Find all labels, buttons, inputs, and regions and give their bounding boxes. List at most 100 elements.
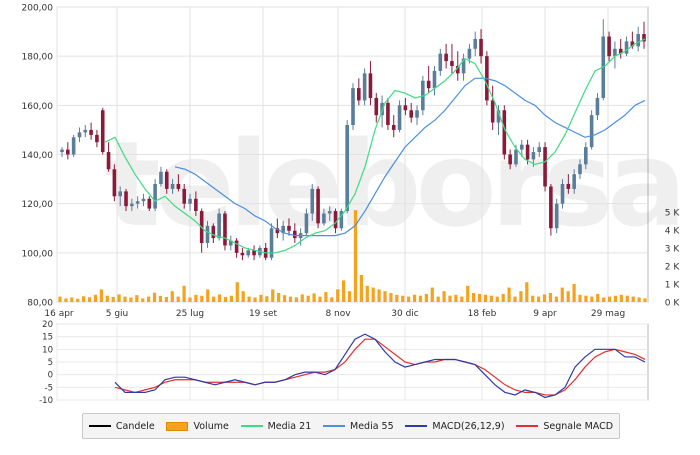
volume-bar — [418, 295, 423, 302]
volume-bar — [99, 289, 103, 302]
volume-bar — [259, 294, 263, 302]
candle-body — [455, 66, 460, 74]
legend-item-ma55[interactable]: Media 55 — [323, 421, 394, 432]
candle-body — [566, 184, 571, 189]
price-y-tick-label: 140,00 — [22, 151, 54, 161]
ma21-swatch — [240, 425, 263, 427]
volume-y-tick-label: 5 K — [665, 209, 681, 219]
candle-body — [293, 230, 297, 239]
candle-body — [467, 48, 472, 59]
volume-bar — [596, 293, 600, 302]
volume-bar — [265, 296, 269, 302]
candle-body — [188, 198, 192, 204]
volume-bar — [519, 291, 523, 302]
volume-bar — [578, 294, 582, 302]
candle-body — [77, 132, 82, 138]
legend-item-signal[interactable]: Segnale MACD — [516, 421, 613, 432]
volume-bar — [566, 291, 570, 302]
candle-body — [525, 144, 530, 160]
volume-bar — [513, 296, 517, 302]
candle-body — [584, 147, 588, 165]
price-y-tick-label: 160,00 — [22, 102, 54, 112]
volume-bar — [412, 294, 417, 302]
chart-legend: Candele Volume Media 21 Media 55 MACD(26… — [82, 413, 620, 439]
volume-bar — [347, 291, 352, 302]
volume-bar — [602, 297, 606, 302]
x-tick-label: 25 lug — [176, 309, 204, 319]
candle-body — [310, 188, 315, 214]
volume-bar — [277, 293, 281, 302]
candle-body — [642, 34, 646, 42]
volume-bar — [572, 284, 576, 302]
candle-body — [287, 225, 291, 231]
volume-bar — [182, 285, 186, 302]
candle-body — [479, 38, 483, 57]
candle-body — [345, 125, 349, 212]
legend-item-candles[interactable]: Candele — [88, 421, 155, 432]
candle-body — [397, 105, 402, 130]
candles-swatch — [88, 425, 111, 427]
volume-bar — [489, 295, 493, 302]
candle-body — [327, 211, 332, 214]
volume-bar — [294, 297, 298, 302]
volume-bar — [625, 295, 629, 302]
volume-bar — [247, 296, 251, 302]
volume-bar — [141, 298, 145, 302]
candle-body — [496, 110, 501, 123]
volume-bar — [217, 294, 222, 302]
volume-bar — [87, 297, 92, 302]
volume-y-tick-label: 0 K — [665, 299, 681, 309]
volume-bar — [212, 296, 216, 302]
volume-y-tick-label: 1 K — [665, 281, 681, 291]
volume-bar — [306, 295, 310, 302]
candle-body — [607, 36, 611, 57]
volume-bar — [164, 296, 168, 302]
macd-y-tick-label: -10 — [39, 396, 53, 406]
volume-bar — [448, 295, 452, 302]
candle-body — [473, 38, 478, 49]
x-tick-label: 29 mag — [591, 309, 625, 319]
candle-body — [630, 41, 635, 47]
volume-bar — [223, 296, 228, 302]
volume-bar — [253, 297, 257, 302]
candle-body — [217, 213, 221, 239]
candle-body — [322, 213, 326, 224]
volume-bar — [330, 297, 334, 302]
candle-body — [240, 252, 245, 256]
candle-body — [613, 48, 617, 57]
volume-bar — [324, 292, 328, 302]
legend-item-ma21[interactable]: Media 21 — [240, 421, 311, 432]
volume-bar — [282, 295, 287, 302]
candle-body — [508, 154, 512, 165]
volume-bar — [430, 287, 434, 302]
volume-bar — [454, 294, 458, 302]
ma21-line — [104, 38, 646, 254]
legend-item-macd[interactable]: MACD(26,12,9) — [405, 421, 505, 432]
candle-body — [426, 80, 431, 89]
candle-body — [205, 225, 210, 243]
candle-body — [560, 184, 565, 204]
volume-y-tick-label: 4 K — [665, 227, 681, 237]
volume-bar — [495, 296, 499, 302]
candle-body — [60, 149, 64, 153]
volume-bar — [389, 293, 393, 302]
volume-bar — [460, 296, 464, 302]
x-tick-label: 9 apr — [533, 309, 557, 319]
volume-bar — [466, 285, 470, 302]
price-y-tick-label: 180,00 — [22, 53, 54, 63]
candle-body — [339, 211, 344, 229]
volume-bar — [472, 293, 476, 302]
volume-bar — [158, 295, 163, 302]
volume-y-tick-label: 2 K — [665, 263, 681, 273]
candle-body — [374, 97, 379, 116]
candle-body — [415, 110, 419, 118]
volume-bar — [531, 295, 535, 302]
candle-body — [589, 115, 594, 148]
legend-item-volume[interactable]: Volume — [166, 421, 229, 432]
candle-body — [170, 184, 175, 189]
volume-bar — [377, 289, 381, 302]
candle-body — [514, 149, 518, 165]
candle-body — [252, 250, 256, 256]
candle-body — [444, 53, 448, 62]
volume-bar — [188, 297, 192, 302]
